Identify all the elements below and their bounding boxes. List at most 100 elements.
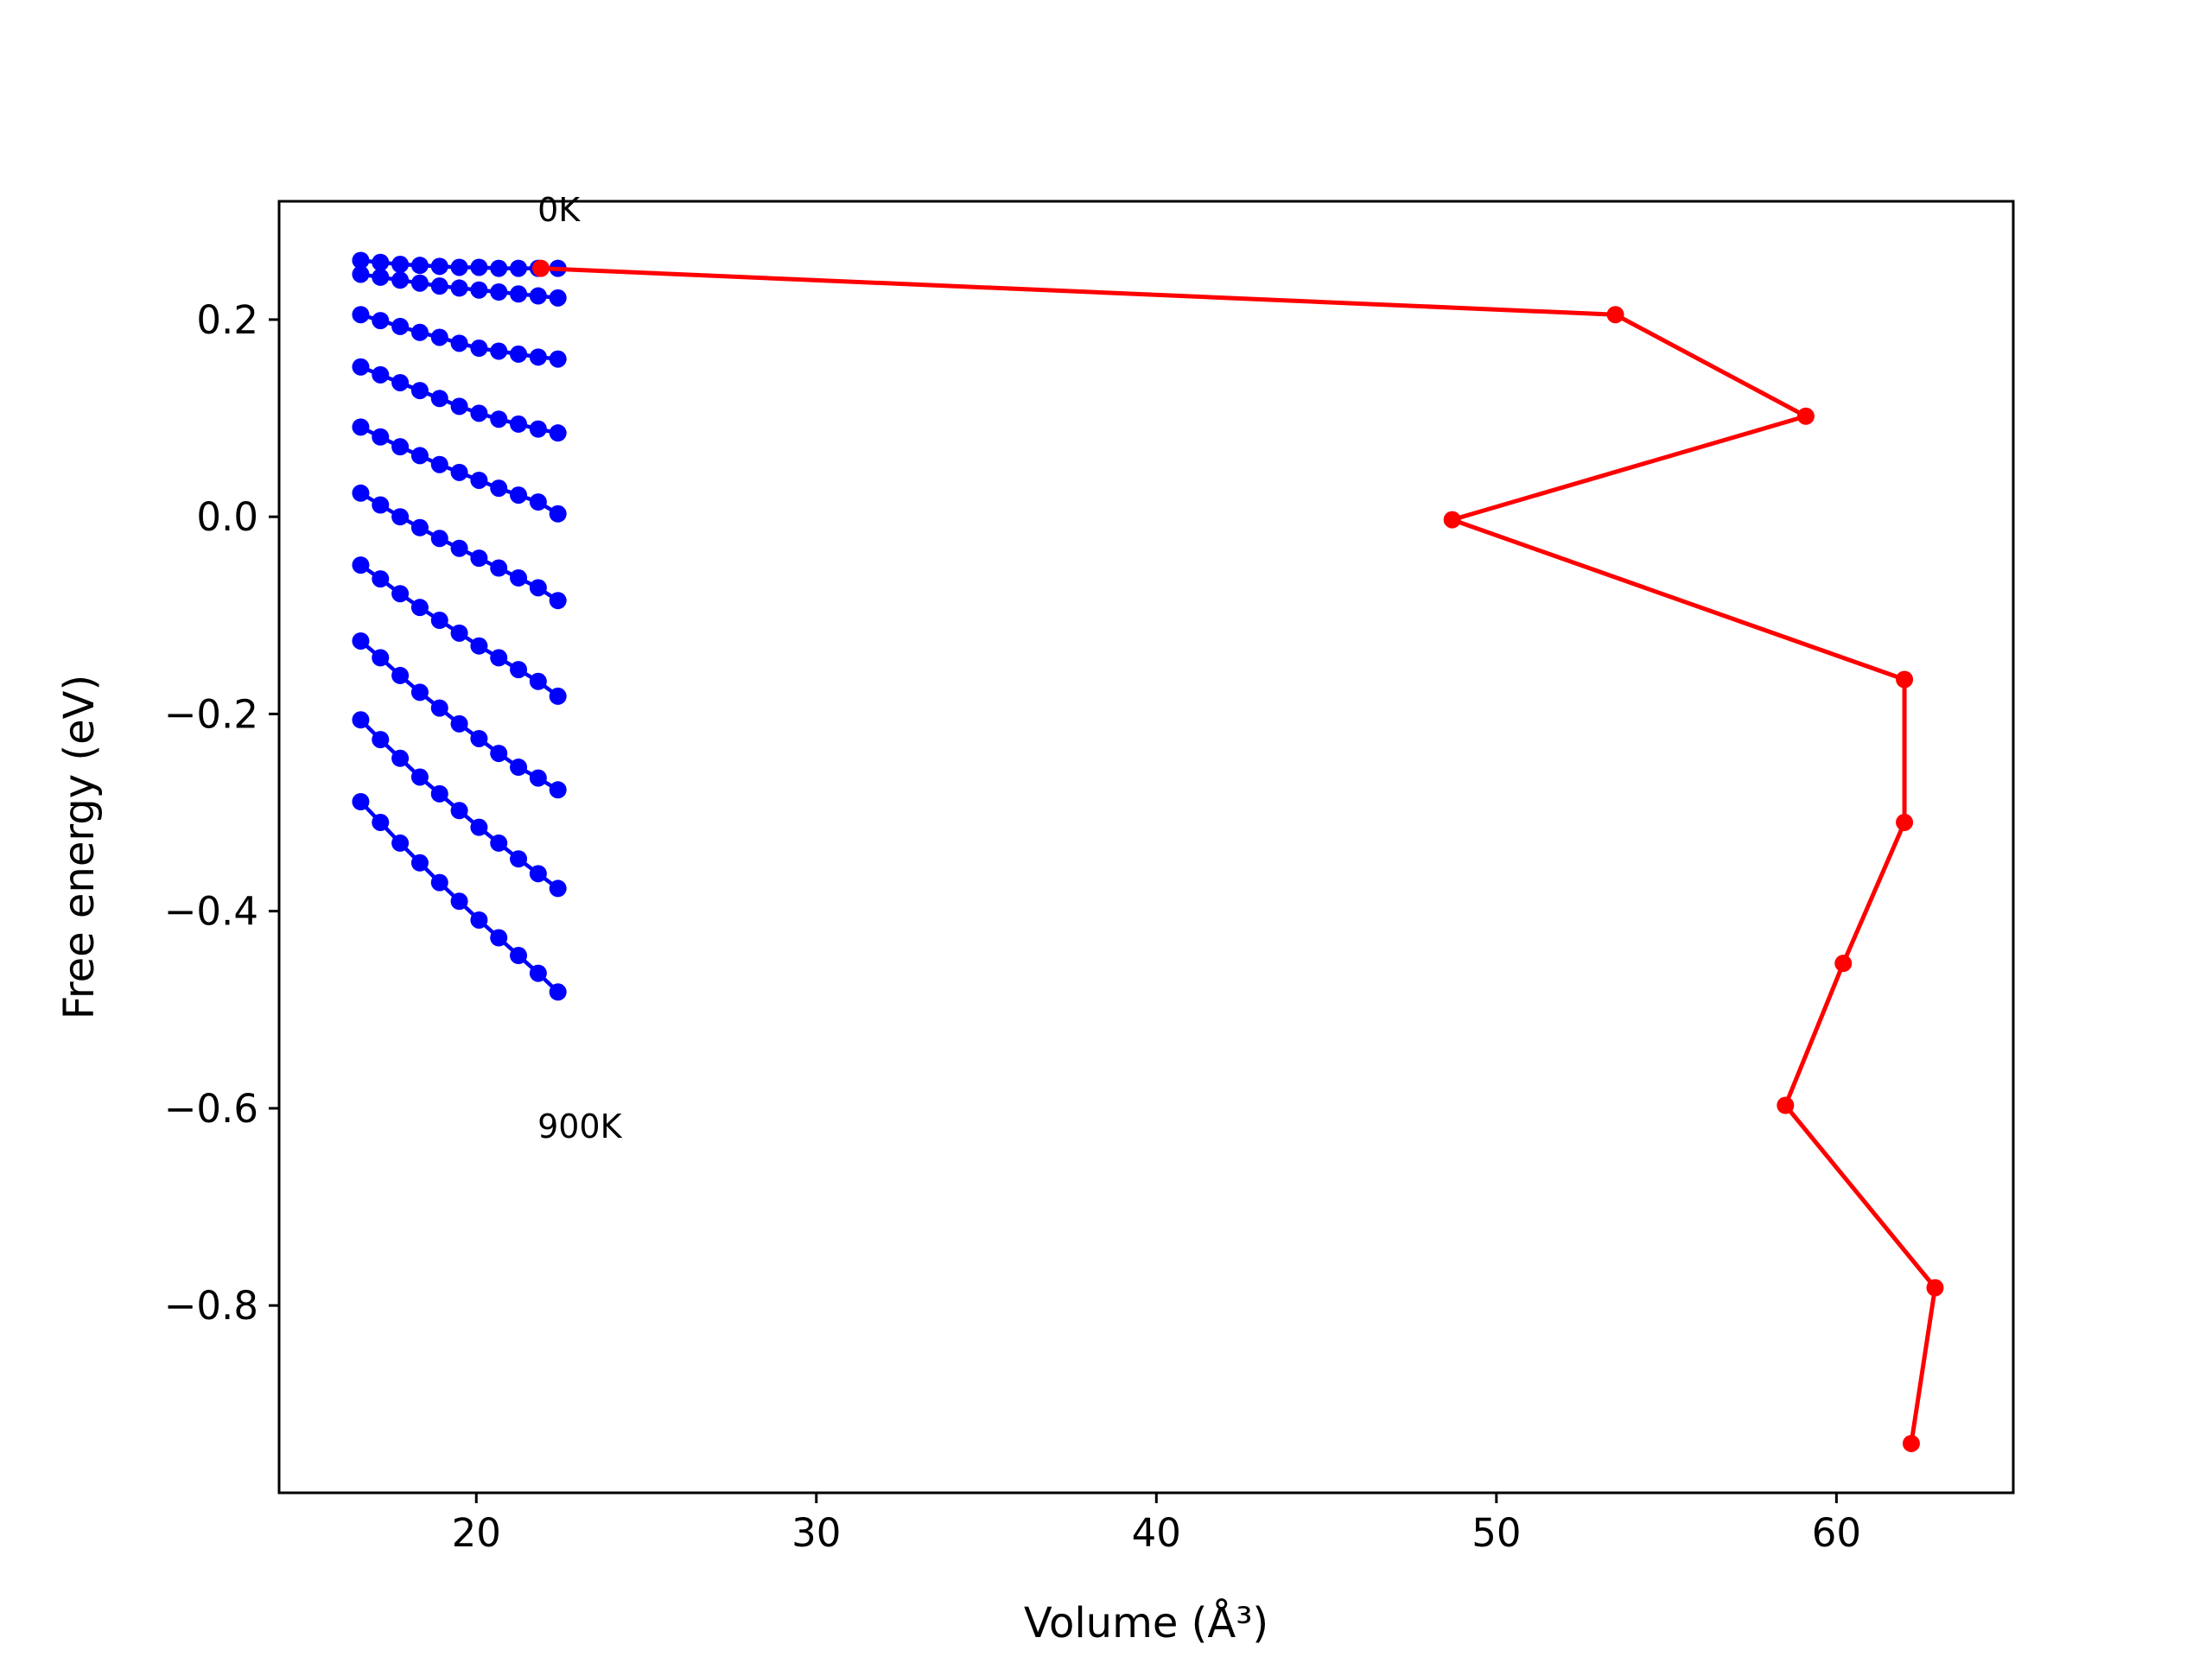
annotation-0k: 0K: [537, 191, 581, 229]
curve-point: [352, 484, 370, 502]
curve-point: [410, 257, 429, 275]
curve-point: [372, 365, 390, 384]
x-tick-label: 30: [791, 1510, 841, 1556]
curve-point: [549, 505, 567, 523]
curve-point: [490, 410, 508, 428]
curve-point: [450, 279, 468, 297]
x-tick-label: 20: [452, 1510, 501, 1556]
curve-point: [372, 731, 390, 749]
minimum-point: [1443, 511, 1461, 529]
curve-point: [410, 274, 429, 292]
curve-point: [510, 259, 528, 277]
x-tick-label: 50: [1471, 1510, 1521, 1556]
curve-point: [430, 873, 448, 892]
axes-layer: 20 30 40 50 60 0.2 0.0 −0.2 −0.4 −0.6 −0.8: [164, 200, 2015, 1556]
curve-point: [450, 892, 468, 911]
annotation-900k: 900K: [537, 1108, 623, 1146]
curve-point: [430, 699, 448, 717]
curve-point: [490, 834, 508, 852]
curve-point: [549, 289, 567, 307]
curve-point: [391, 373, 410, 391]
curve-point: [529, 672, 547, 690]
minimum-point: [532, 259, 550, 277]
curve-point: [352, 793, 370, 811]
curve-point: [372, 649, 390, 667]
curve-point: [490, 649, 508, 667]
curve-point: [450, 397, 468, 416]
minimum-point: [1926, 1279, 1944, 1297]
curve-point: [510, 759, 528, 777]
curve-point: [430, 455, 448, 473]
curve-point: [450, 334, 468, 352]
curve-point: [529, 579, 547, 597]
curve-point: [430, 530, 448, 548]
curve-point: [470, 340, 488, 358]
curve-point: [470, 729, 488, 747]
curve-point: [430, 390, 448, 408]
curve-point: [510, 661, 528, 679]
y-tick-label: −0.8: [164, 1283, 258, 1329]
curve-point: [450, 463, 468, 481]
curve-point: [490, 259, 508, 277]
curve-point: [352, 556, 370, 574]
y-tick-label: −0.4: [164, 889, 258, 935]
curve-point: [372, 813, 390, 831]
curve-point: [490, 929, 508, 947]
curve-point: [352, 711, 370, 729]
curve-point: [470, 637, 488, 655]
curve-point: [410, 683, 429, 701]
minimum-path-line: [540, 266, 1937, 1444]
curve-point: [391, 508, 410, 526]
curve-point: [510, 947, 528, 965]
curve-point: [510, 486, 528, 505]
curve-point: [510, 415, 528, 433]
curve-point: [470, 471, 488, 489]
curve-point: [352, 418, 370, 436]
curve-point: [549, 350, 567, 368]
curve-point: [352, 358, 370, 376]
curve-point: [372, 496, 390, 514]
curve-point: [549, 424, 567, 442]
curve-point: [470, 818, 488, 836]
curve-point: [391, 666, 410, 684]
curve-point: [529, 865, 547, 883]
curve-point: [391, 271, 410, 289]
curve-point: [410, 323, 429, 341]
curve-point: [372, 253, 390, 271]
curve-point: [529, 287, 547, 305]
curve-point: [529, 493, 547, 511]
curve-point: [450, 539, 468, 557]
curve-point: [391, 317, 410, 335]
minimum-point: [1834, 955, 1853, 973]
curve-point: [430, 277, 448, 295]
curve-point: [391, 438, 410, 456]
curve-point: [470, 911, 488, 929]
curve-point: [410, 854, 429, 872]
curve-point: [510, 285, 528, 303]
curve-point: [352, 251, 370, 270]
curve-point: [490, 745, 508, 763]
curve-point: [391, 585, 410, 603]
curve-point: [372, 570, 390, 588]
curve-point: [391, 749, 410, 767]
curve-point: [450, 714, 468, 733]
curve-point: [372, 268, 390, 286]
curve-point: [450, 258, 468, 276]
curve-point: [352, 265, 370, 283]
curve-point: [549, 983, 567, 1001]
minimum-point: [1896, 670, 1914, 689]
curve-point: [352, 632, 370, 650]
curve-point: [470, 281, 488, 299]
curve-point: [430, 328, 448, 346]
curve-point: [450, 624, 468, 642]
curve-point: [410, 382, 429, 400]
curve-point: [410, 768, 429, 786]
curve-point: [549, 879, 567, 898]
minimum-point: [1606, 306, 1624, 324]
curve-point: [410, 518, 429, 536]
y-tick-label: −0.2: [164, 691, 258, 737]
x-tick-label: 40: [1132, 1510, 1181, 1556]
y-tick-label: 0.0: [196, 494, 258, 540]
